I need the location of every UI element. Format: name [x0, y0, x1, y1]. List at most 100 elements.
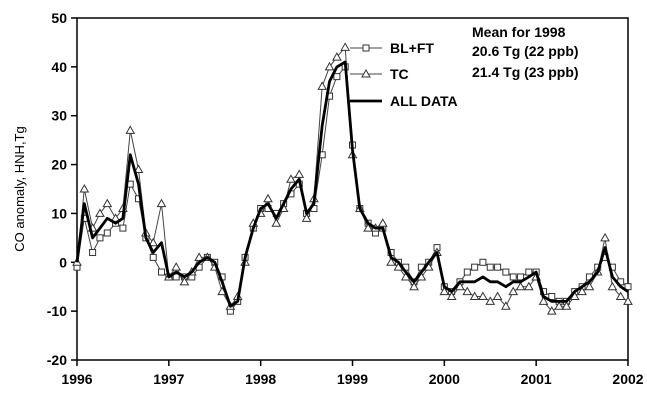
mean-annotation: Mean for 1998 20.6 Tg (22 ppb) 21.4 Tg (… [472, 24, 579, 80]
data-point-bl-ft [624, 283, 632, 291]
x-tick-label: 2001 [521, 371, 552, 387]
x-tick-label: 2002 [612, 371, 643, 387]
annotation-heading: Mean for 1998 [472, 24, 566, 40]
data-point-tc [263, 193, 273, 203]
data-point-tc [340, 42, 351, 51]
data-point-tc [294, 169, 305, 178]
y-axis-ticks: -20 -10 0 10 20 30 40 50 [47, 10, 77, 368]
data-point-tc [623, 296, 633, 305]
data-point-bl-ft [96, 234, 104, 242]
data-point-bl-ft [548, 292, 556, 300]
data-point-bl-ft [486, 263, 494, 271]
data-point-bl-ft [463, 268, 471, 276]
x-tick-label: 1999 [337, 371, 368, 387]
data-point-tc [377, 218, 388, 227]
data-point-tc [110, 213, 121, 222]
data-point-tc [179, 276, 190, 286]
y-tick-label: 10 [51, 205, 67, 221]
data-point-bl-ft [509, 273, 517, 281]
legend-item-bl-ft: BL+FT [350, 40, 434, 56]
data-point-tc [301, 213, 312, 222]
legend-label: ALL DATA [390, 93, 458, 109]
data-point-tc [363, 223, 373, 232]
data-point-tc [538, 296, 549, 305]
legend: BL+FT TC ALL DATA [350, 40, 458, 109]
data-point-tc [386, 257, 396, 266]
x-tick-label: 1997 [153, 371, 184, 387]
data-point-bl-ft [502, 268, 510, 276]
data-point-tc [615, 291, 626, 300]
data-point-tc [95, 208, 105, 217]
data-point-bl-ft [517, 273, 525, 281]
series-all-data [75, 60, 629, 308]
data-point-tc [462, 286, 473, 296]
data-point-bl-ft [157, 268, 165, 276]
y-tick-label: 40 [51, 59, 67, 75]
x-tick-label: 2000 [429, 371, 460, 387]
data-point-tc [478, 291, 488, 300]
annotation-line-2: 21.4 Tg (23 ppb) [472, 64, 579, 80]
annotation-line-1: 20.6 Tg (22 ppb) [472, 43, 579, 59]
data-point-tc [501, 301, 511, 310]
data-point-tc [286, 174, 296, 183]
data-point-tc [485, 296, 496, 305]
y-tick-label: 30 [51, 108, 67, 124]
data-point-tc [446, 291, 457, 300]
y-tick-label: 0 [59, 254, 67, 270]
data-point-tc [156, 198, 167, 208]
data-point-tc [561, 301, 572, 310]
data-point-tc [515, 281, 526, 291]
data-point-bl-ft [119, 224, 127, 232]
data-point-bl-ft [89, 249, 97, 257]
data-point-bl-ft [494, 263, 502, 271]
series-tc [72, 42, 633, 315]
data-point-tc [577, 286, 587, 296]
y-tick-label: 20 [51, 157, 67, 173]
data-point-tc [102, 198, 113, 208]
data-point-tc [492, 291, 503, 300]
data-point-tc [171, 262, 182, 271]
data-point-bl-ft [333, 73, 341, 81]
data-point-tc [508, 286, 519, 296]
legend-swatch-marker [362, 44, 370, 52]
y-tick-label: 50 [51, 10, 67, 26]
data-point-bl-ft [172, 273, 180, 281]
data-point-bl-ft [103, 229, 111, 237]
data-point-tc [469, 291, 480, 300]
series-line-all-data [75, 60, 629, 308]
data-point-tc [194, 252, 204, 261]
data-point-tc [324, 61, 335, 71]
legend-label: TC [390, 66, 409, 82]
series-layer [72, 42, 633, 315]
data-point-tc [523, 281, 534, 291]
x-tick-label: 1998 [245, 371, 276, 387]
data-point-tc [607, 281, 618, 291]
data-point-bl-ft [471, 263, 479, 271]
data-point-tc [271, 218, 282, 227]
data-point-tc [79, 183, 90, 193]
legend-label: BL+FT [390, 40, 434, 56]
data-point-tc [125, 125, 136, 134]
data-point-tc [439, 286, 450, 296]
data-point-tc [546, 306, 557, 315]
data-point-tc [554, 301, 564, 310]
data-point-tc [133, 164, 144, 173]
y-axis-label: CO anomaly, HNH,Tg [12, 126, 27, 251]
y-tick-label: -20 [47, 352, 67, 368]
data-point-bl-ft [525, 268, 533, 276]
x-axis-ticks: 1996 1997 1998 1999 2000 2001 2002 [61, 360, 644, 387]
data-point-tc [332, 52, 342, 61]
data-point-bl-ft [149, 253, 157, 261]
data-point-tc [409, 281, 419, 291]
data-point-tc [148, 237, 159, 247]
data-point-tc [600, 232, 610, 242]
legend-item-tc: TC [350, 66, 409, 82]
x-tick-label: 1996 [61, 371, 92, 387]
y-tick-label: -10 [47, 303, 67, 319]
legend-item-all-data: ALL DATA [350, 93, 458, 109]
legend-swatch-marker [361, 68, 371, 78]
data-point-bl-ft [479, 258, 487, 266]
data-point-tc [317, 81, 328, 90]
data-point-tc [584, 281, 595, 291]
